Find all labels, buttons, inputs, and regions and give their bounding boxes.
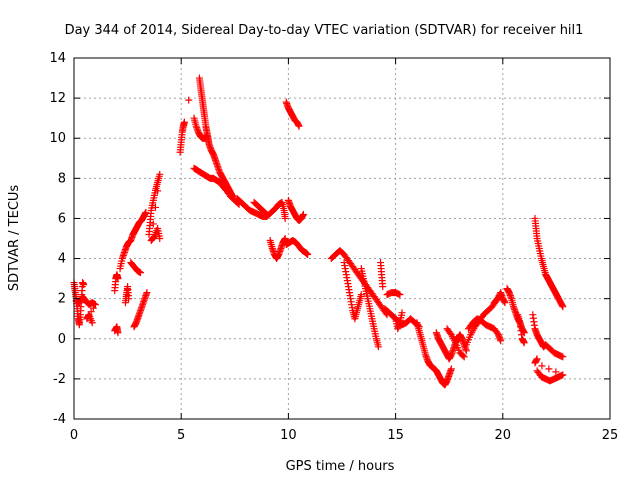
data-point bbox=[125, 295, 133, 303]
data-point bbox=[462, 347, 470, 355]
data-point bbox=[501, 299, 509, 307]
data-point bbox=[91, 301, 99, 309]
data-point bbox=[156, 170, 164, 178]
data-point bbox=[379, 283, 387, 291]
data-point bbox=[75, 299, 83, 307]
data-point bbox=[143, 289, 151, 297]
y-tick-label: 0 bbox=[58, 332, 66, 347]
data-point bbox=[185, 96, 193, 104]
data-point bbox=[149, 220, 157, 228]
data-point bbox=[559, 371, 567, 379]
data-point bbox=[357, 291, 365, 299]
x-tick-label: 20 bbox=[495, 428, 512, 443]
data-point bbox=[459, 352, 467, 360]
data-point bbox=[156, 235, 164, 242]
data-point bbox=[114, 275, 122, 283]
data-point bbox=[497, 337, 505, 345]
data-point bbox=[493, 329, 501, 337]
data-points bbox=[70, 74, 567, 389]
data-point bbox=[447, 365, 455, 373]
data-point bbox=[460, 353, 468, 361]
data-point bbox=[89, 304, 97, 312]
data-point bbox=[136, 269, 144, 277]
y-tick-label: 8 bbox=[58, 171, 66, 186]
data-point bbox=[142, 208, 150, 216]
y-axis-label: SDTVAR / TECUs bbox=[7, 185, 22, 292]
data-point bbox=[295, 122, 303, 130]
data-point bbox=[538, 362, 546, 370]
x-tick-label: 0 bbox=[70, 428, 78, 443]
axis-ticks: 0 5 10 15 20 25 -4 -2 0 2 4 6 8 10 12 14 bbox=[49, 51, 618, 443]
data-point bbox=[559, 353, 567, 361]
data-point bbox=[533, 355, 541, 363]
data-point bbox=[263, 210, 271, 218]
x-tick-label: 5 bbox=[177, 428, 185, 443]
data-point bbox=[114, 329, 122, 337]
y-tick-label: 6 bbox=[58, 211, 66, 226]
data-point bbox=[545, 365, 553, 373]
data-point bbox=[180, 118, 188, 126]
data-point bbox=[552, 368, 560, 376]
data-point bbox=[262, 209, 270, 217]
data-point bbox=[281, 214, 289, 222]
data-point bbox=[396, 291, 404, 299]
data-point bbox=[559, 303, 567, 311]
data-point bbox=[398, 309, 406, 317]
data-point bbox=[299, 210, 307, 218]
data-point bbox=[88, 319, 96, 327]
y-tick-label: -4 bbox=[53, 412, 66, 427]
data-point bbox=[154, 187, 162, 195]
data-point bbox=[446, 329, 454, 337]
x-axis-label: GPS time / hours bbox=[286, 459, 395, 474]
y-tick-label: -2 bbox=[53, 372, 66, 387]
data-point bbox=[151, 203, 159, 211]
x-tick-label: 10 bbox=[280, 428, 297, 443]
data-point bbox=[374, 343, 382, 351]
y-tick-label: 4 bbox=[58, 252, 66, 267]
y-tick-label: 2 bbox=[58, 292, 66, 307]
x-tick-label: 25 bbox=[602, 428, 619, 443]
chart-title: Day 344 of 2014, Sidereal Day-to-day VTE… bbox=[65, 23, 584, 38]
data-point bbox=[80, 281, 88, 289]
data-point bbox=[304, 251, 312, 259]
data-point bbox=[281, 235, 289, 242]
y-tick-label: 10 bbox=[49, 131, 66, 146]
y-tick-label: 14 bbox=[49, 51, 66, 66]
data-point bbox=[150, 233, 158, 241]
data-point bbox=[520, 339, 528, 347]
y-tick-label: 12 bbox=[49, 91, 66, 106]
plot-frame bbox=[73, 57, 611, 420]
x-tick-label: 15 bbox=[387, 428, 404, 443]
